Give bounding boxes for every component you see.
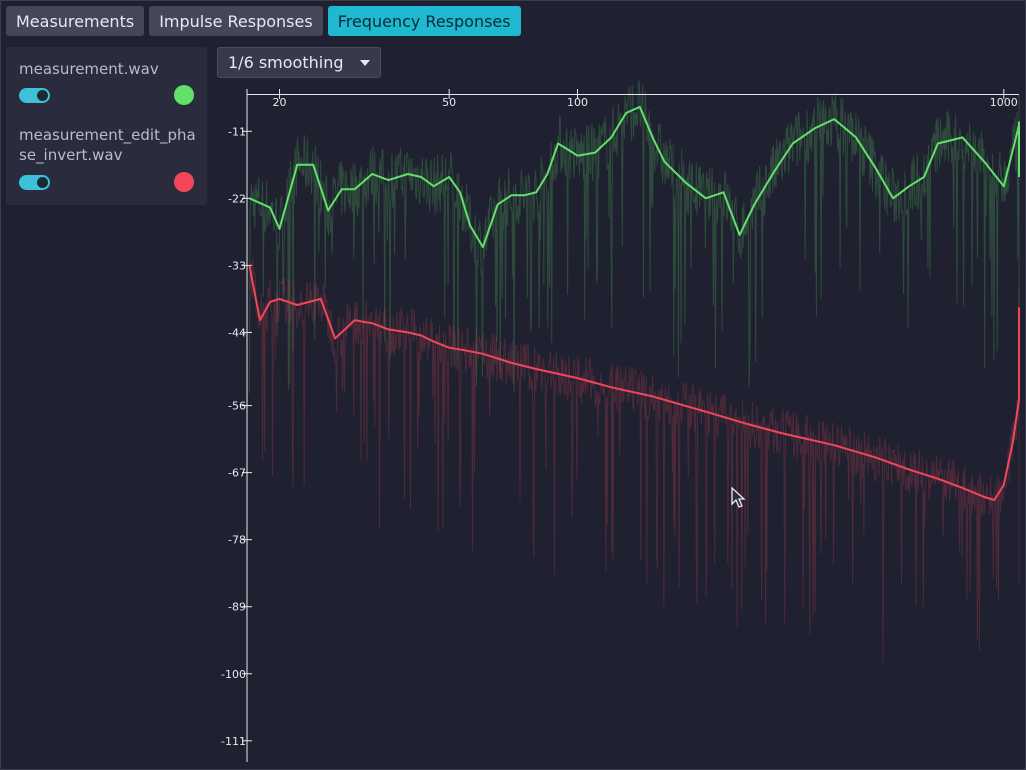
smoothing-selected-label: 1/6 smoothing (228, 53, 344, 72)
measurement-name: measurement_edit_phase_invert.wav (19, 126, 196, 164)
mouse-cursor-icon (731, 487, 746, 508)
y-tick-label: -11 (228, 125, 246, 138)
tab-measurements[interactable]: Measurements (6, 6, 145, 36)
tab-frequency-responses[interactable]: Frequency Responses (327, 6, 521, 36)
x-tick-label: 1000 (990, 96, 1018, 109)
y-tick-label: -89 (228, 601, 246, 614)
raw-response-layer (248, 80, 1020, 663)
series-line-1 (248, 105, 1020, 249)
measurement-color-swatch[interactable] (174, 172, 194, 192)
toggle-knob (37, 90, 48, 101)
y-tick-label: -111 (221, 735, 246, 748)
measurement-color-swatch[interactable] (174, 85, 194, 105)
y-tick-label: -22 (228, 192, 246, 205)
y-tick-label: -44 (228, 326, 246, 339)
measurement-item: measurement.wav (19, 59, 199, 105)
chevron-down-icon (360, 60, 370, 66)
raw-series-2 (248, 258, 1020, 663)
x-tick-label: 50 (442, 96, 456, 109)
toggle-knob (37, 177, 48, 188)
y-tick-label: -78 (228, 534, 246, 547)
x-tick-label: 20 (273, 96, 287, 109)
y-tick-label: -33 (228, 259, 246, 272)
measurement-list: measurement.wav measurement_edit_phase_i… (6, 47, 207, 205)
tab-impulse-responses[interactable]: Impulse Responses (149, 6, 323, 36)
measurement-item: measurement_edit_phase_invert.wav (19, 125, 199, 192)
measurement-visibility-toggle[interactable] (19, 175, 50, 190)
y-tick-label: -100 (221, 668, 246, 681)
measurement-name: measurement.wav (19, 60, 159, 78)
x-tick-label: 100 (567, 96, 588, 109)
tab-bar: Measurements Impulse Responses Frequency… (6, 6, 521, 36)
chart-axes: 20 50 100 1000 -11 -22 -33 -44 -56 -67 -78 -89 -100 -… (221, 89, 1019, 762)
measurement-visibility-toggle[interactable] (19, 88, 50, 103)
y-tick-label: -56 (228, 400, 246, 413)
smoothing-dropdown[interactable]: 1/6 smoothing (217, 47, 381, 78)
series-line-2 (248, 265, 1020, 501)
smoothed-response-layer (248, 105, 1020, 501)
y-tick-label: -67 (228, 467, 246, 480)
